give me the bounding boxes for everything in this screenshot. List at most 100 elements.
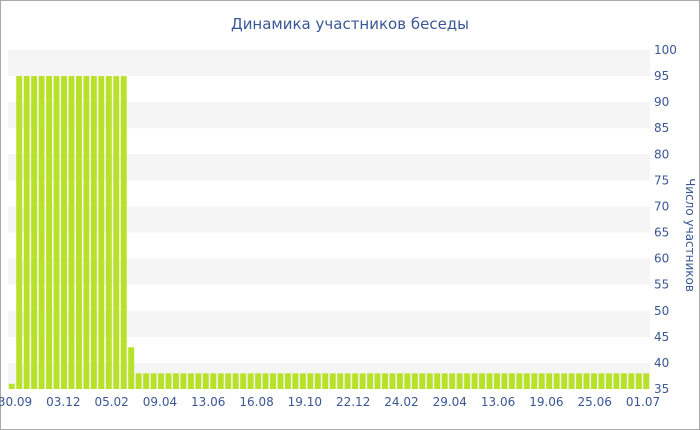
- x-tick-label: 13.06: [191, 395, 225, 409]
- grid-band: [8, 50, 650, 77]
- x-ticks: 30.09 03.12 05.02 09.04 13.06 16.08 19.10 22.12…: [0, 395, 660, 409]
- bar: [374, 373, 381, 389]
- bar: [479, 373, 486, 389]
- bar: [337, 373, 344, 389]
- bar: [172, 373, 179, 389]
- bar: [568, 373, 575, 389]
- bar: [307, 373, 314, 389]
- bar: [605, 373, 612, 389]
- bar: [352, 373, 359, 389]
- bar: [247, 373, 254, 389]
- x-tick-label: 22.12: [336, 395, 370, 409]
- bar: [329, 373, 336, 389]
- bar: [426, 373, 433, 389]
- x-tick-label: 25.06: [578, 395, 612, 409]
- y-tick-label: 75: [654, 173, 669, 187]
- bar: [531, 373, 538, 389]
- bar: [367, 373, 374, 389]
- bar: [16, 76, 23, 389]
- bar: [598, 373, 605, 389]
- bar: [270, 373, 276, 389]
- bar: [508, 373, 515, 389]
- bar: [150, 373, 157, 389]
- bar: [359, 373, 366, 389]
- bar: [486, 373, 493, 389]
- x-tick-label: 30.09: [0, 395, 32, 409]
- bar: [434, 373, 441, 389]
- bar: [314, 373, 321, 389]
- bar: [493, 373, 500, 389]
- bar: [165, 373, 172, 389]
- bar: [8, 383, 15, 389]
- bar: [98, 76, 105, 389]
- bar: [255, 373, 262, 389]
- bar: [38, 76, 45, 389]
- bar: [389, 373, 396, 389]
- y-tick-label: 55: [654, 278, 669, 292]
- x-tick-label: 05.02: [94, 395, 128, 409]
- bar: [441, 373, 448, 389]
- bar: [113, 76, 120, 389]
- y-tick-label: 85: [654, 121, 669, 135]
- bar: [61, 76, 67, 389]
- bar: [292, 373, 299, 389]
- bar: [202, 373, 209, 389]
- bar: [620, 373, 627, 389]
- bar: [225, 373, 232, 389]
- bar: [344, 373, 351, 389]
- bar: [187, 373, 194, 389]
- x-tick-label: 01.07: [626, 395, 660, 409]
- y-tick-label: 100: [654, 43, 677, 57]
- x-tick-label: 19.06: [529, 395, 563, 409]
- x-tick-label: 03.12: [46, 395, 80, 409]
- bar: [635, 373, 642, 389]
- bar: [591, 373, 597, 389]
- bar: [411, 373, 418, 389]
- y-tick-label: 50: [654, 304, 669, 318]
- bar: [322, 373, 329, 389]
- bar: [75, 76, 82, 389]
- y-axis-label: Число участников: [683, 178, 697, 292]
- bar: [232, 373, 239, 389]
- bar: [643, 373, 650, 389]
- bar: [561, 373, 568, 389]
- bar: [68, 76, 75, 389]
- y-tick-label: 45: [654, 330, 669, 344]
- bar: [277, 373, 284, 389]
- bar: [284, 373, 291, 389]
- bar: [135, 373, 142, 389]
- bar: [31, 76, 38, 389]
- y-tick-label: 40: [654, 356, 669, 370]
- chart-title: Динамика участников беседы: [231, 15, 469, 33]
- bar: [419, 373, 426, 389]
- bar: [449, 373, 456, 389]
- bar: [210, 373, 217, 389]
- bar: [120, 76, 127, 389]
- bar: [546, 373, 553, 389]
- bar: [628, 373, 635, 389]
- bar: [90, 76, 97, 389]
- bar: [404, 373, 411, 389]
- y-tick-label: 70: [654, 199, 669, 213]
- bar: [576, 373, 583, 389]
- bar: [128, 347, 135, 389]
- bar: [83, 76, 90, 389]
- bar: [501, 373, 508, 389]
- bar: [105, 76, 112, 389]
- bar: [583, 373, 590, 389]
- bar: [516, 373, 523, 389]
- bar: [217, 373, 224, 389]
- bar: [396, 373, 403, 389]
- x-tick-label: 24.02: [384, 395, 418, 409]
- y-tick-label: 95: [654, 69, 669, 83]
- y-tick-label: 90: [654, 95, 669, 109]
- y-ticks: 35 40 45 50 55 60 65 70 75 80 85 90 95 100: [654, 43, 677, 396]
- y-tick-label: 35: [654, 382, 669, 396]
- bar: [23, 76, 30, 389]
- y-tick-label: 80: [654, 147, 669, 161]
- bar: [262, 373, 269, 389]
- bar: [53, 76, 60, 389]
- bar: [143, 373, 150, 389]
- y-tick-label: 60: [654, 252, 669, 266]
- x-tick-label: 13.06: [481, 395, 515, 409]
